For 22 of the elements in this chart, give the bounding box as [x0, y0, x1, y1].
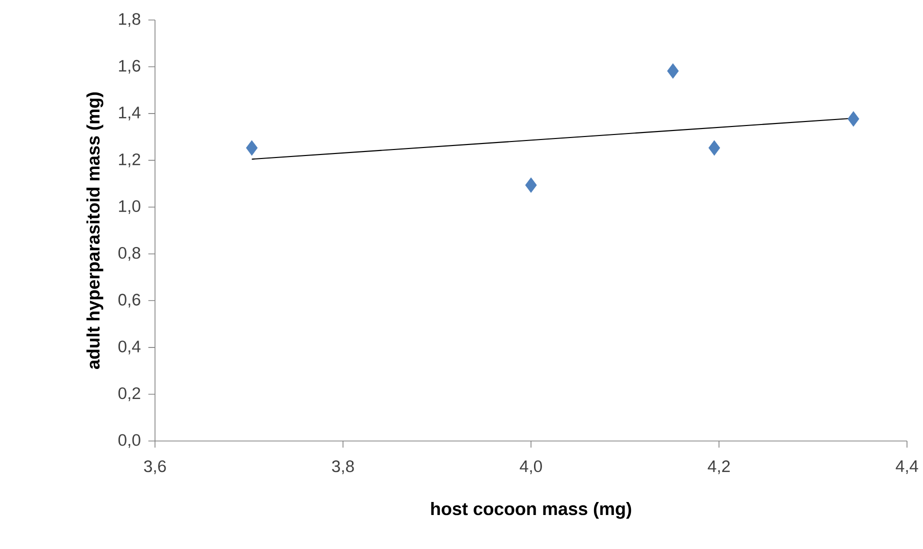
- y-tick-label: 0,6: [118, 294, 140, 308]
- x-tick-label: 4,2: [708, 460, 730, 474]
- y-tick-label: 0,2: [118, 387, 140, 402]
- y-tick-label: 1,0: [119, 200, 140, 214]
- y-tick-label: 1,6: [119, 60, 140, 74]
- y-tick-label: 0,4: [118, 340, 140, 354]
- point: [667, 63, 679, 79]
- point: [848, 111, 860, 127]
- y-tick-label: 0,0: [118, 434, 140, 448]
- y-tick-label: 1,8: [119, 13, 140, 27]
- point: [708, 140, 720, 156]
- x-tick-label: 3,8: [332, 460, 354, 474]
- x-axis-title: host cocoon mass (mg): [431, 502, 632, 519]
- y-tick-label: 0,8: [118, 247, 140, 261]
- y-tick-label: 1,2: [119, 153, 140, 168]
- x-tick-label: 4,0: [520, 460, 542, 474]
- x-tick-label: 4,4: [896, 460, 918, 474]
- y-axis-title: adult hyperparasitoid mass (mg): [86, 92, 104, 370]
- point: [525, 178, 537, 193]
- x-tick-label: 3,6: [144, 460, 166, 474]
- y-tick-label: 1,4: [119, 106, 140, 120]
- point: [246, 140, 258, 156]
